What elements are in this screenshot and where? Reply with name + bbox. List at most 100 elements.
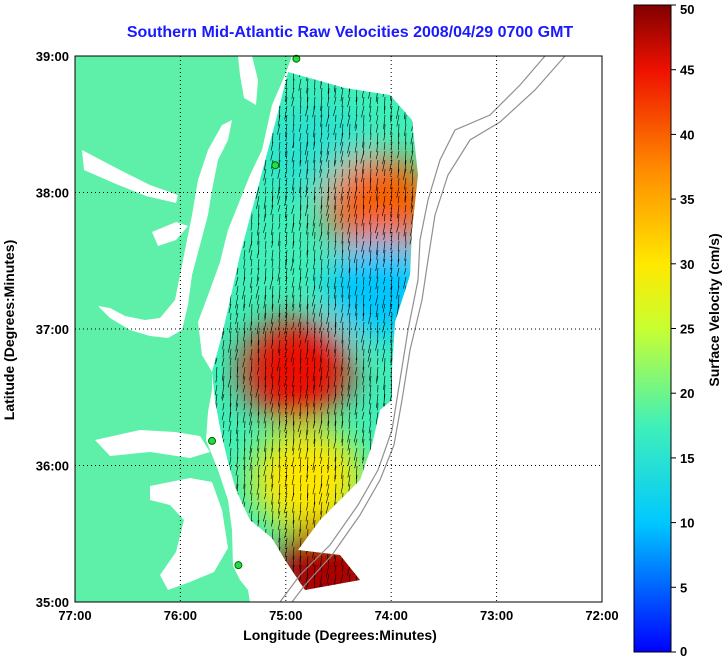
velocity-arrow <box>278 438 281 452</box>
velocity-arrow <box>334 150 337 165</box>
velocity-arrow <box>285 411 288 426</box>
velocity-arrow <box>305 447 309 460</box>
velocity-arrow <box>368 357 372 368</box>
velocity-arrow <box>313 465 316 473</box>
velocity-arrow <box>286 159 288 169</box>
velocity-arrow <box>263 321 267 334</box>
velocity-arrow <box>319 150 323 164</box>
velocity-arrow <box>327 222 330 235</box>
velocity-arrow <box>334 222 337 231</box>
velocity-arrow <box>221 411 225 421</box>
velocity-arrow <box>222 348 225 358</box>
velocity-region-virginia-offshore-core <box>241 319 352 420</box>
velocity-arrow <box>229 393 232 407</box>
velocity-arrow <box>235 402 239 412</box>
velocity-arrow <box>320 429 323 439</box>
velocity-arrow <box>248 501 253 513</box>
velocity-arrow <box>354 159 358 172</box>
velocity-arrow <box>285 240 288 248</box>
velocity-arrow <box>270 312 274 325</box>
velocity-arrow <box>236 483 239 492</box>
velocity-arrow <box>348 474 351 487</box>
velocity-arrow <box>264 375 267 388</box>
velocity-arrow <box>320 132 323 143</box>
velocity-arrow <box>356 339 358 350</box>
velocity-arrow <box>312 501 316 514</box>
velocity-arrow <box>325 564 330 578</box>
velocity-arrow <box>356 231 358 242</box>
velocity-arrow <box>215 357 218 365</box>
velocity-arrow <box>264 357 267 369</box>
velocity-arrow <box>264 393 267 402</box>
velocity-arrow <box>397 258 400 267</box>
velocity-arrow <box>249 456 253 471</box>
velocity-arrow <box>291 222 295 234</box>
velocity-arrow <box>320 186 323 194</box>
velocity-arrow <box>229 366 232 378</box>
velocity-arrow <box>348 411 351 422</box>
velocity-arrow <box>318 276 323 289</box>
velocity-arrow <box>242 366 246 380</box>
velocity-arrow <box>383 285 386 293</box>
velocity-arrow <box>229 330 232 342</box>
velocity-arrow <box>334 420 337 431</box>
colorbar-tick-label: 0 <box>680 644 687 659</box>
velocity-arrow <box>228 420 232 432</box>
velocity-arrow <box>257 492 260 501</box>
chart-title: Southern Mid-Atlantic Raw Velocities 200… <box>126 24 574 41</box>
velocity-arrow <box>264 186 267 195</box>
velocity-arrow <box>299 249 302 259</box>
velocity-arrow <box>327 348 330 357</box>
velocity-arrow <box>320 141 323 155</box>
velocity-arrow <box>311 348 316 361</box>
velocity-arrow <box>299 402 302 417</box>
velocity-arrow <box>383 141 386 150</box>
velocity-arrow <box>361 429 365 443</box>
velocity-arrow <box>264 177 267 186</box>
velocity-arrow <box>292 123 295 133</box>
velocity-arrow <box>298 222 302 231</box>
velocity-arrow <box>313 177 316 185</box>
velocity-arrow <box>292 240 295 249</box>
velocity-arrow <box>382 321 386 333</box>
velocity-arrow <box>361 240 365 252</box>
velocity-arrow <box>257 258 260 270</box>
velocity-arrow <box>347 231 351 244</box>
velocity-arrow <box>271 285 274 298</box>
velocity-arrow <box>278 411 281 426</box>
velocity-arrow <box>299 411 302 420</box>
velocity-arrow <box>361 366 365 378</box>
velocity-arrow <box>354 456 358 469</box>
velocity-arrow <box>347 303 351 316</box>
velocity-arrow <box>370 150 372 159</box>
x-tick-label: 77:00 <box>58 608 91 623</box>
velocity-arrow <box>285 186 288 200</box>
velocity-arrow <box>263 348 267 359</box>
velocity-arrow <box>412 168 414 179</box>
velocity-arrow <box>299 231 302 242</box>
velocity-arrow <box>299 456 302 467</box>
velocity-arrow <box>376 321 379 333</box>
velocity-arrow <box>327 267 330 275</box>
velocity-arrow <box>251 492 253 501</box>
velocity-arrow <box>300 474 302 484</box>
y-tick-label: 35:00 <box>36 595 69 610</box>
velocity-arrow <box>320 195 323 209</box>
velocity-arrow <box>299 519 302 532</box>
velocity-arrow <box>256 195 260 209</box>
velocity-arrow <box>305 348 309 360</box>
velocity-arrow <box>285 537 288 548</box>
velocity-arrow <box>299 555 302 569</box>
velocity-arrow <box>264 231 267 240</box>
velocity-arrow <box>299 150 302 165</box>
velocity-arrow <box>363 222 365 232</box>
velocity-arrow <box>244 465 246 477</box>
velocity-arrow <box>390 96 393 108</box>
velocity-arrow <box>256 276 260 287</box>
velocity-arrow <box>390 132 393 144</box>
velocity-arrow <box>362 231 365 239</box>
velocity-arrow <box>362 402 365 412</box>
velocity-arrow <box>277 393 281 407</box>
velocity-arrow <box>375 186 379 201</box>
velocity-arrow <box>382 222 386 235</box>
